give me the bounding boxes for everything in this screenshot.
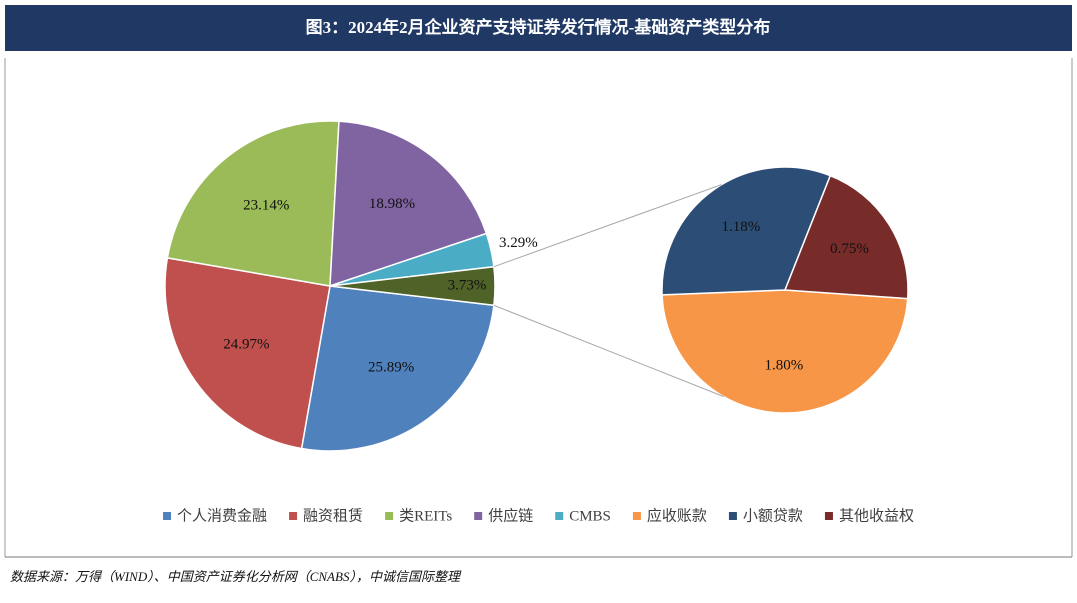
chart-title: 图3：2024年2月企业资产支持证券发行情况-基础资产类型分布 bbox=[306, 17, 771, 37]
pie-slice bbox=[329, 265, 496, 307]
legend-label: 类REITs bbox=[399, 507, 452, 524]
legend-label: 个人消费金融 bbox=[177, 507, 267, 524]
legend-marker bbox=[474, 512, 483, 520]
pie-slice bbox=[661, 289, 909, 414]
pie-slice bbox=[164, 257, 331, 450]
data-label: 18.98% bbox=[369, 196, 415, 212]
legend-marker bbox=[632, 512, 641, 520]
legend-label: 供应链 bbox=[488, 506, 533, 524]
data-label: 25.89% bbox=[368, 359, 414, 375]
legend-marker bbox=[289, 512, 298, 520]
data-label: 0.75% bbox=[830, 241, 869, 257]
pie-slice bbox=[166, 120, 340, 287]
legend-marker bbox=[555, 512, 564, 520]
legend-label: CMBS bbox=[569, 508, 611, 524]
data-label: 23.14% bbox=[243, 197, 289, 213]
data-label: 1.80% bbox=[764, 358, 803, 374]
data-label: 3.73% bbox=[448, 277, 487, 293]
legend-label: 应收账款 bbox=[647, 506, 707, 524]
pie-slice bbox=[329, 120, 488, 288]
source-note: 数据来源：万得（WIND）、中国资产证券化分析网（CNABS），中诚信国际整理 bbox=[10, 569, 462, 584]
legend-marker bbox=[824, 512, 833, 520]
legend-marker bbox=[385, 512, 394, 520]
data-label: 3.29% bbox=[499, 235, 538, 251]
legend-marker bbox=[163, 512, 172, 520]
connector bbox=[493, 304, 724, 397]
connector bbox=[493, 184, 722, 268]
pie-slice bbox=[783, 174, 909, 300]
data-label: 24.97% bbox=[223, 336, 269, 352]
legend-marker bbox=[728, 512, 737, 520]
pie-slice bbox=[300, 285, 495, 452]
legend-label: 小额贷款 bbox=[743, 507, 803, 524]
legend-label: 其他收益权 bbox=[839, 507, 914, 524]
pie-slice bbox=[661, 166, 832, 296]
legend-label: 融资租赁 bbox=[303, 507, 363, 524]
data-label: 1.18% bbox=[722, 219, 761, 235]
title-bar bbox=[5, 5, 1072, 51]
